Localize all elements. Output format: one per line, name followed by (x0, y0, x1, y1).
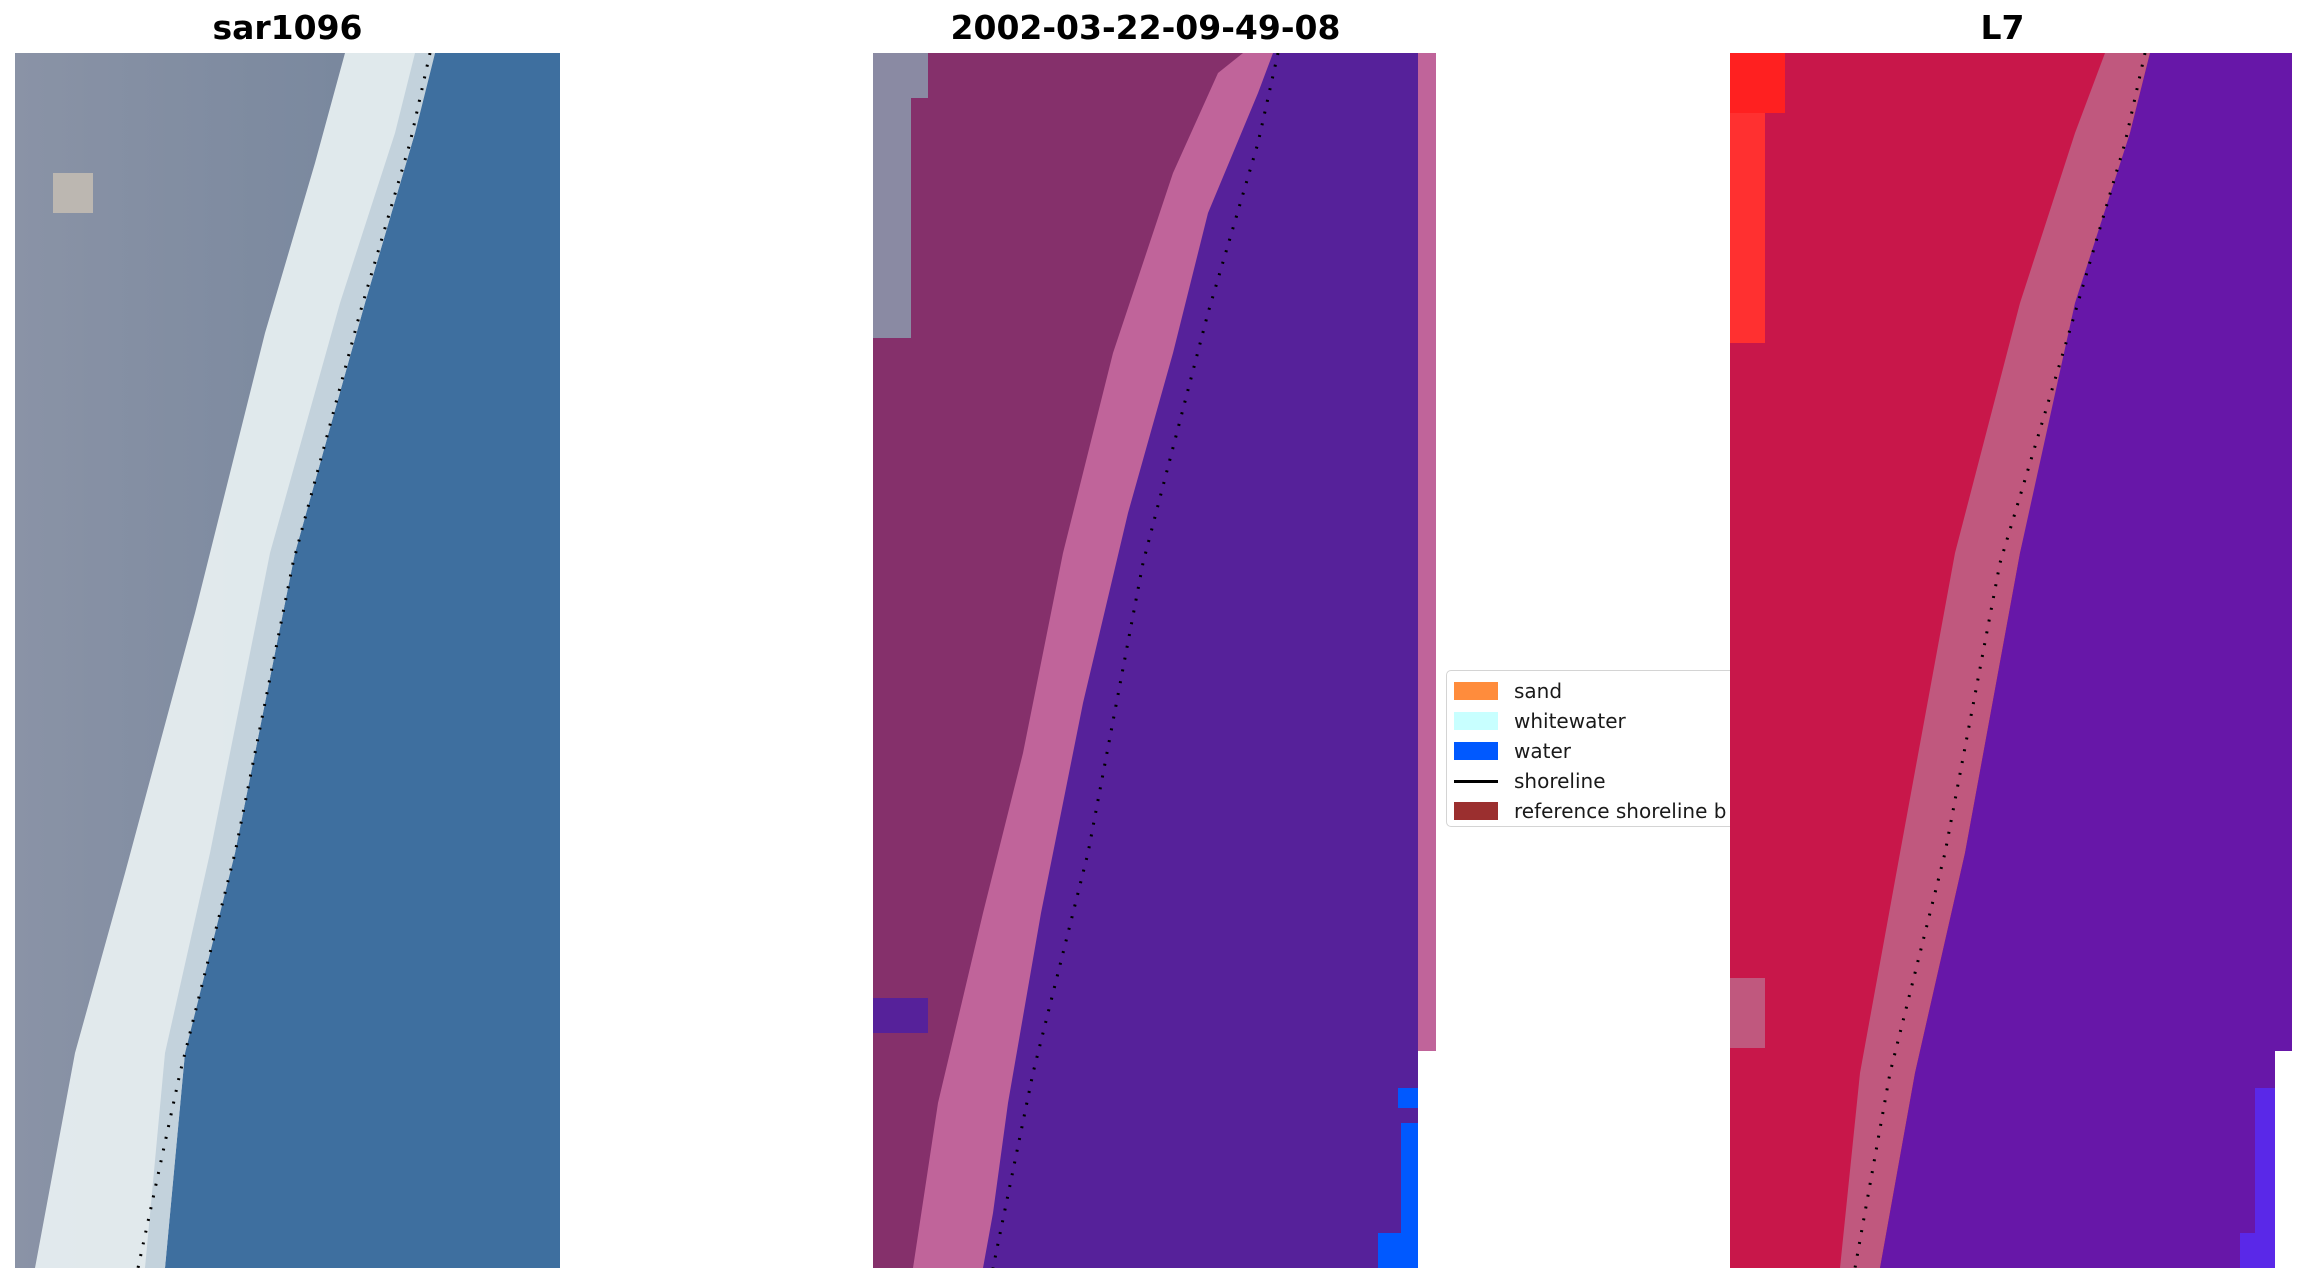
index-beach-band (1840, 53, 2150, 1268)
legend-label-shoreline: shoreline (1514, 769, 1606, 793)
legend-item-shoreline: shoreline (1454, 766, 1606, 796)
satellite-rgb-image (15, 53, 560, 1268)
index-bright-patch (1730, 53, 1785, 113)
panel-title-rgb: sar1096 (212, 8, 363, 47)
classified-water-area (983, 53, 1418, 1268)
rgb-surf-edge (145, 53, 435, 1268)
classified-water-class-1 (1398, 1088, 1418, 1108)
legend-swatch-whitewater (1454, 712, 1498, 730)
legend-item-water: water (1454, 736, 1571, 766)
legend-swatch-sand (1454, 682, 1498, 700)
legend-label-sand: sand (1514, 679, 1563, 703)
rgb-shoreline-dotted (136, 53, 432, 1268)
index-water-area (1880, 53, 2275, 1268)
legend-item-whitewater: whitewater (1454, 706, 1626, 736)
legend-swatch-water (1454, 742, 1498, 760)
legend-swatch-reference-shoreline (1454, 802, 1498, 820)
index-edge-strip (2275, 53, 2292, 1051)
legend-label-reference-shoreline: reference shoreline b (1514, 799, 1727, 823)
legend-label-whitewater: whitewater (1514, 709, 1626, 733)
legend-item-sand: sand (1454, 676, 1562, 706)
index-image (1730, 53, 2275, 1268)
legend-label-water: water (1514, 739, 1571, 763)
panel-title-mndwi: L7 (1980, 8, 2025, 47)
legend: sand whitewater water shoreline referenc… (1446, 670, 1736, 827)
legend-swatch-shoreline (1454, 779, 1498, 783)
rgb-sea-area (165, 53, 560, 1268)
panel-title-classified: 2002-03-22-09-49-08 (950, 8, 1341, 47)
classified-edge-strip (1418, 53, 1436, 1051)
classified-image (873, 53, 1418, 1268)
legend-item-reference-shoreline: reference shoreline b (1454, 796, 1726, 826)
classified-water-class-2 (1401, 1123, 1418, 1268)
